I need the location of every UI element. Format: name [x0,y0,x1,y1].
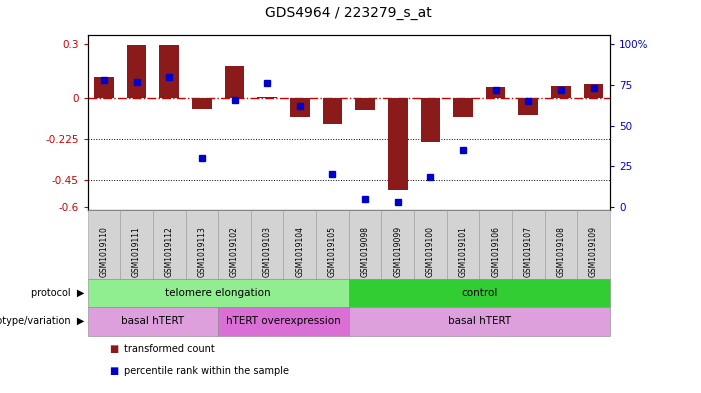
Text: GSM1019104: GSM1019104 [295,226,304,277]
Text: GSM1019099: GSM1019099 [393,226,402,277]
Bar [127,45,147,99]
Bar [290,99,310,116]
Text: GSM1019102: GSM1019102 [230,227,239,277]
Text: GSM1019098: GSM1019098 [360,226,369,277]
Bar [454,99,472,116]
Text: GSM1019106: GSM1019106 [491,226,500,277]
Bar [551,86,571,99]
Text: basal hTERT: basal hTERT [121,316,184,327]
Text: GSM1019103: GSM1019103 [263,226,272,277]
Bar [225,66,244,99]
Bar [192,99,212,109]
Bar [257,97,277,99]
Bar [421,99,440,142]
Bar [584,84,604,99]
Bar [159,45,179,99]
Bar [94,77,114,99]
Text: basal hTERT: basal hTERT [448,316,511,327]
Text: GSM1019101: GSM1019101 [458,227,468,277]
Text: protocol  ▶: protocol ▶ [31,288,84,298]
Text: ■: ■ [109,366,118,376]
Bar [519,99,538,115]
Text: GSM1019111: GSM1019111 [132,227,141,277]
Text: transformed count: transformed count [124,344,215,354]
Text: percentile rank within the sample: percentile rank within the sample [124,366,289,376]
Bar [486,87,505,99]
Text: GSM1019107: GSM1019107 [524,226,533,277]
Text: hTERT overexpression: hTERT overexpression [226,316,341,327]
Bar [322,99,342,124]
Text: genotype/variation  ▶: genotype/variation ▶ [0,316,84,327]
Text: GDS4964 / 223279_s_at: GDS4964 / 223279_s_at [266,6,432,20]
Text: control: control [461,288,498,298]
Text: telomere elongation: telomere elongation [165,288,271,298]
Text: GSM1019113: GSM1019113 [198,227,206,277]
Text: GSM1019100: GSM1019100 [426,226,435,277]
Text: GSM1019105: GSM1019105 [328,226,337,277]
Text: GSM1019109: GSM1019109 [589,226,598,277]
Text: GSM1019110: GSM1019110 [100,227,109,277]
Bar [355,99,375,110]
Bar [388,99,407,191]
Text: GSM1019112: GSM1019112 [165,227,174,277]
Text: GSM1019108: GSM1019108 [557,227,566,277]
Text: ■: ■ [109,344,118,354]
